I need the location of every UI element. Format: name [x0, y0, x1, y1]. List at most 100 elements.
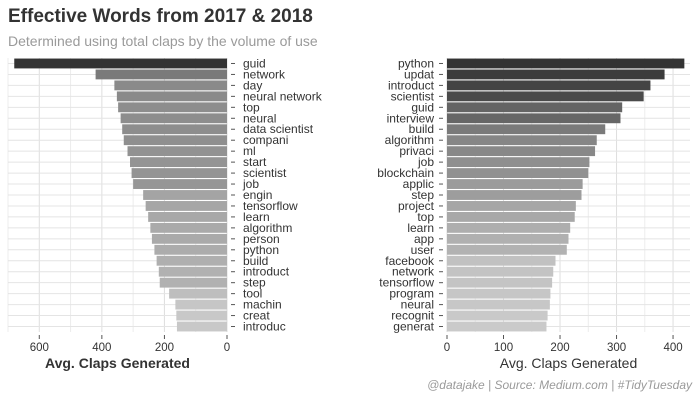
- category-label: scientist: [243, 166, 287, 180]
- category-label: start: [243, 155, 267, 169]
- bar-introduc: [176, 321, 227, 332]
- category-label: neural: [243, 111, 276, 125]
- bar-applic: [447, 179, 583, 189]
- bar-guid: [14, 58, 228, 69]
- x-tick-label: 400: [92, 342, 111, 354]
- bar-guid: [447, 102, 623, 113]
- chart-subtitle: Determined using total claps by the volu…: [8, 33, 318, 49]
- category-label: user: [411, 243, 434, 257]
- bar-project: [447, 201, 576, 211]
- x-tick-label: 200: [155, 342, 174, 354]
- bar-blockchain: [447, 168, 589, 179]
- category-label: project: [398, 199, 435, 213]
- bar-generat: [447, 321, 547, 332]
- category-label: blockchain: [377, 166, 434, 180]
- category-label: person: [243, 232, 280, 246]
- bar-app: [447, 233, 569, 244]
- x-tick-label: 0: [224, 342, 230, 354]
- bar-scientist: [447, 91, 644, 102]
- bar-machin: [175, 299, 227, 310]
- bar-start: [130, 157, 227, 168]
- bar-introduct: [158, 266, 227, 277]
- bar-data-scientist: [122, 124, 227, 135]
- bar-engin: [143, 190, 227, 200]
- bar-network: [95, 69, 227, 80]
- category-label: build: [243, 254, 268, 268]
- bar-tensorflow: [145, 201, 227, 211]
- bar-algorithm: [150, 222, 227, 233]
- bar-step: [447, 190, 582, 200]
- bar-tool: [169, 288, 227, 299]
- category-label: introduc: [243, 320, 286, 334]
- category-label: scientist: [391, 89, 435, 103]
- category-label: python: [243, 243, 279, 257]
- x-tick-label: 100: [494, 342, 513, 354]
- category-label: ml: [243, 144, 256, 158]
- bar-job: [447, 157, 590, 168]
- bar-facebook: [447, 255, 556, 266]
- category-label: engin: [243, 188, 272, 202]
- category-label: python: [398, 56, 434, 70]
- category-label: algorithm: [385, 133, 434, 147]
- category-label: step: [411, 188, 434, 202]
- bar-person: [151, 233, 227, 244]
- bar-neural: [447, 299, 550, 310]
- category-label: facebook: [385, 254, 435, 268]
- x-axis-label: Avg. Claps Generated: [500, 355, 638, 371]
- category-label: network: [392, 265, 435, 279]
- category-label: introduct: [243, 265, 290, 279]
- bar-ml: [127, 146, 227, 157]
- category-label: learn: [243, 210, 270, 224]
- category-label: recognit: [391, 309, 434, 323]
- bar-job: [133, 179, 227, 189]
- bar-recognit: [447, 310, 548, 321]
- category-label: tool: [243, 287, 262, 301]
- x-tick-label: 600: [30, 342, 49, 354]
- bar-build: [447, 124, 606, 135]
- bar-day: [114, 80, 227, 91]
- x-tick-label: 200: [550, 342, 569, 354]
- category-label: program: [389, 287, 434, 301]
- category-label: introduct: [388, 78, 435, 92]
- category-label: day: [243, 78, 262, 92]
- category-label: top: [243, 100, 260, 114]
- bar-updat: [447, 69, 665, 80]
- bar-python: [447, 58, 685, 69]
- category-label: job: [417, 155, 434, 169]
- category-label: step: [243, 276, 266, 290]
- category-label: top: [417, 210, 434, 224]
- bar-interview: [447, 113, 621, 124]
- category-label: app: [414, 232, 434, 246]
- bar-python: [154, 244, 227, 255]
- bar-network: [447, 266, 554, 277]
- category-label: network: [243, 67, 286, 81]
- bar-top: [118, 102, 227, 113]
- bar-top: [447, 211, 575, 222]
- category-label: tensorflow: [379, 276, 434, 290]
- bar-privaci: [447, 146, 596, 157]
- bar-learn: [447, 222, 571, 233]
- bar-neural: [120, 113, 227, 124]
- chart-caption: @datajake | Source: Medium.com | #TidyTu…: [427, 378, 692, 392]
- bar-creat: [176, 310, 227, 321]
- category-label: privaci: [399, 144, 434, 158]
- category-label: machin: [243, 298, 282, 312]
- category-label: job: [242, 177, 259, 191]
- category-label: guid: [411, 100, 434, 114]
- chart-title: Effective Words from 2017 & 2018: [8, 6, 313, 27]
- category-label: neural network: [243, 89, 323, 103]
- category-label: guid: [243, 56, 266, 70]
- x-tick-label: 0: [444, 342, 450, 354]
- bar-tensorflow: [447, 277, 553, 288]
- category-label: applic: [403, 177, 434, 191]
- bar-build: [156, 255, 227, 266]
- bar-step: [159, 277, 227, 288]
- bar-scientist: [131, 168, 227, 179]
- category-label: creat: [243, 309, 270, 323]
- category-label: learn: [407, 221, 434, 235]
- bar-user: [447, 244, 567, 255]
- bar-program: [447, 288, 551, 299]
- bar-neural-network: [116, 91, 227, 102]
- category-label: compani: [243, 133, 288, 147]
